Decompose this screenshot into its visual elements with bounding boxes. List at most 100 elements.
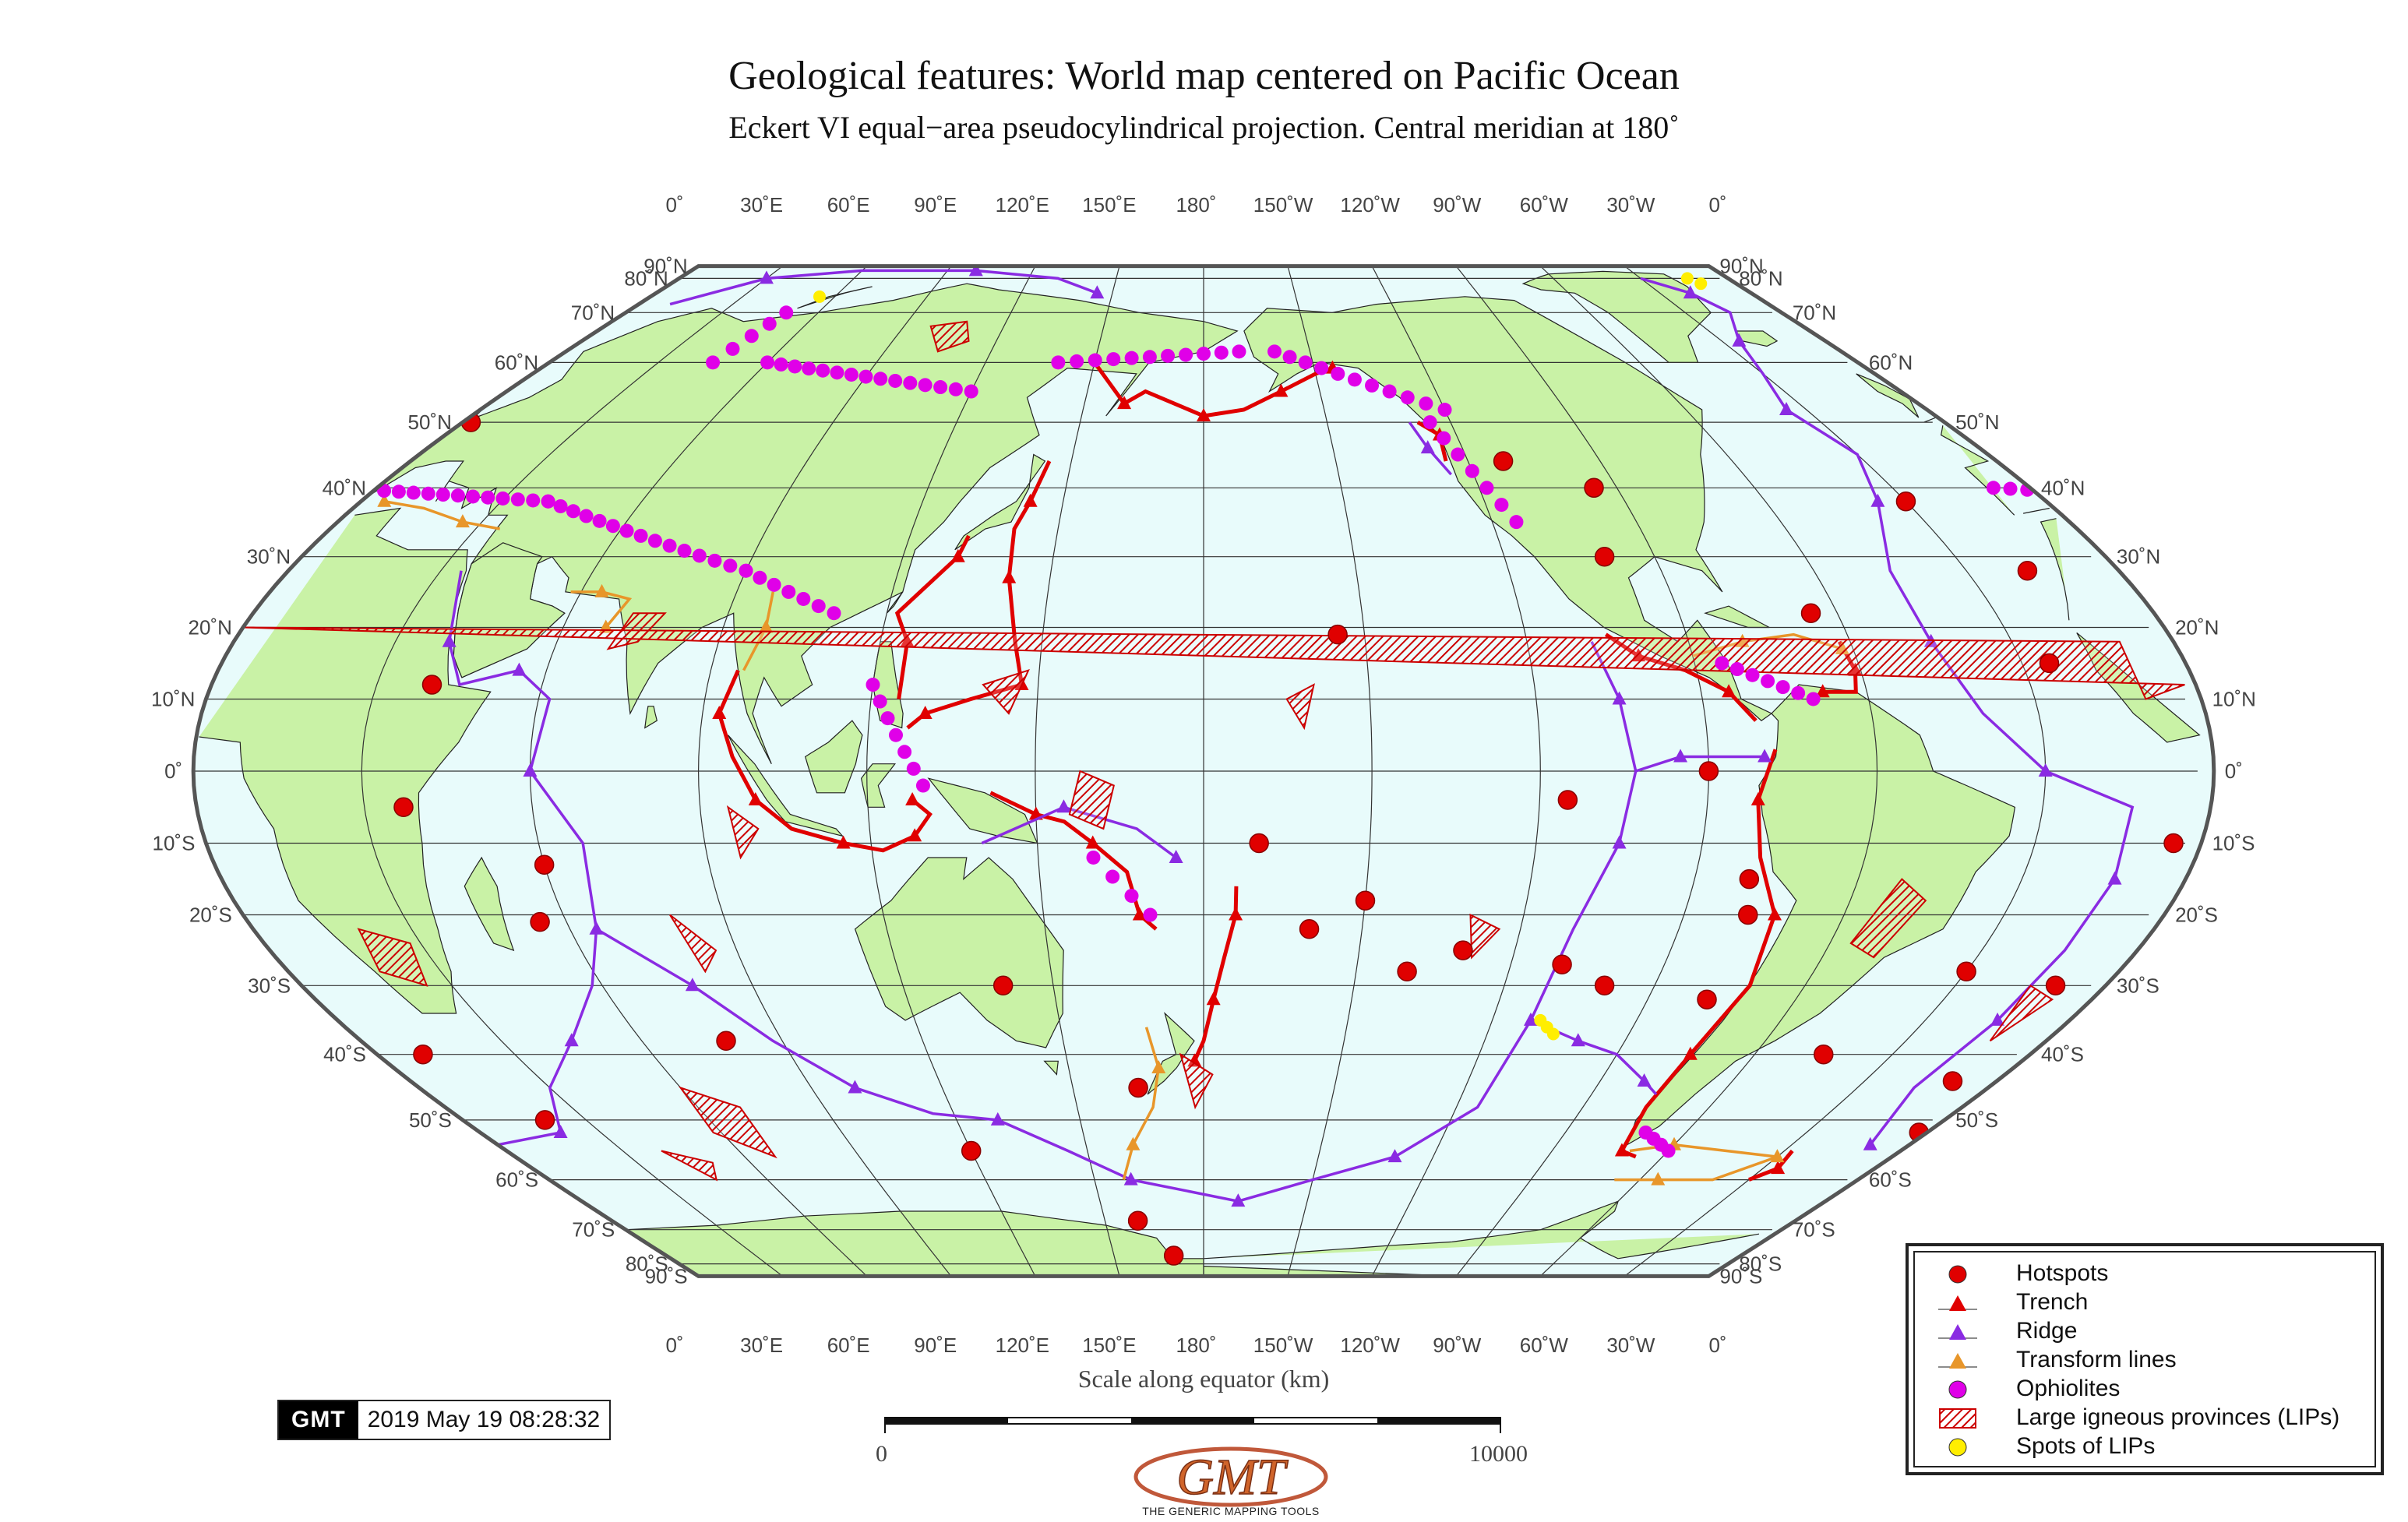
hotspot-dot	[2045, 975, 2066, 996]
hotspot-dot	[1552, 954, 1572, 974]
svg-text:GMT: GMT	[1176, 1449, 1289, 1506]
lon-label-top: 120˚E	[996, 193, 1049, 217]
legend-symbol-triangle	[1938, 1353, 1977, 1369]
trench-marker	[1197, 408, 1211, 422]
ophiolite-dot	[1051, 355, 1066, 370]
hotspot-dot	[1594, 975, 1615, 996]
landmass-borneo	[804, 720, 863, 794]
transform-marker	[594, 583, 609, 597]
legend-symbol-triangle	[1938, 1295, 1977, 1311]
ridge-marker	[990, 1112, 1005, 1126]
ridge-marker	[968, 266, 983, 277]
ridge-marker	[2107, 871, 2122, 885]
trench-marker	[1023, 493, 1038, 507]
transform-line	[570, 590, 633, 629]
ophiolite-dot	[1791, 685, 1806, 700]
ridge-marker	[1779, 402, 1794, 416]
hotspot-dot	[992, 975, 1014, 996]
ridge-marker	[1863, 1136, 1877, 1150]
ophiolite-dot	[592, 513, 607, 528]
hotspot-dot	[1299, 919, 1320, 939]
ophiolite-dot	[1314, 361, 1329, 375]
ridge-line	[669, 269, 1098, 306]
ophiolite-dot	[1105, 869, 1120, 884]
transform-marker	[1651, 1171, 1666, 1186]
trench-line	[1092, 361, 1334, 418]
ophiolite-dot	[1347, 372, 1362, 387]
ophiolite-dot	[1382, 384, 1397, 399]
legend-label: Transform lines	[2016, 1347, 2177, 1372]
ophiolite-dot	[1143, 907, 1158, 922]
ophiolite-dot	[677, 544, 692, 558]
lon-label-top: 60˚W	[1520, 193, 1569, 217]
lat-label-right: 70˚N	[1793, 301, 1836, 324]
legend-label: Hotspots	[2016, 1260, 2109, 1286]
ophiolite-dot	[566, 504, 580, 519]
lat-label-left: 70˚S	[572, 1218, 615, 1242]
lat-label-left: 70˚N	[571, 301, 615, 324]
ophiolite-dot	[796, 591, 811, 606]
lat-label-right: 70˚S	[1793, 1218, 1835, 1242]
landmass-taiwan	[886, 591, 904, 614]
lon-label-top: 30˚E	[740, 193, 783, 217]
legend-symbol-circle	[1948, 1380, 1967, 1399]
ridge-marker	[1673, 749, 1688, 763]
lip-area	[1285, 683, 1315, 731]
trench-marker	[836, 835, 851, 849]
lat-label-left: 50˚S	[409, 1108, 452, 1132]
ophiolite-dot	[435, 487, 450, 502]
lip-area	[678, 1086, 777, 1159]
ophiolite-dot	[1715, 656, 1729, 671]
ophiolite-dot	[1509, 515, 1524, 530]
legend-label: Ridge	[2016, 1318, 2078, 1344]
ophiolite-dot	[421, 486, 435, 501]
ophiolite-dot	[706, 355, 721, 370]
ridge-marker	[564, 1033, 579, 1047]
lat-label-right: 30˚N	[2117, 545, 2160, 569]
lon-label-bottom: 180˚	[1176, 1334, 1216, 1357]
lon-label-top: 120˚W	[1340, 193, 1400, 217]
transform-marker	[377, 493, 392, 507]
ophiolite-dot	[830, 365, 844, 380]
hotspot-dot	[421, 675, 442, 695]
hotspot-dot	[1697, 989, 1717, 1009]
ophiolite-dot	[1282, 350, 1297, 365]
lat-label-left: 60˚N	[495, 351, 538, 374]
trench-marker	[950, 548, 965, 562]
ophiolite-dot	[1086, 850, 1101, 865]
ophiolite-dot	[725, 341, 740, 356]
lon-label-bottom: 150˚E	[1082, 1334, 1136, 1357]
trench-marker	[918, 705, 933, 719]
ophiolite-dot	[948, 382, 963, 396]
trench-marker	[1002, 569, 1017, 583]
lat-label-right: 30˚S	[2117, 974, 2159, 997]
lat-label-left: 0˚	[164, 759, 182, 783]
ophiolite-dot	[827, 606, 841, 621]
ridge-marker	[1612, 691, 1627, 705]
ophiolite-dot	[1745, 668, 1760, 682]
hotspot-dot	[1557, 790, 1578, 810]
lat-label-right: 90˚S	[1719, 1264, 1762, 1288]
ophiolite-dot	[1179, 347, 1193, 362]
landmass-new-guinea	[927, 777, 1038, 844]
legend-label: Trench	[2016, 1289, 2089, 1315]
trench-marker	[1771, 1161, 1786, 1175]
hotspot-dot	[1814, 1044, 1834, 1065]
trench-marker	[1750, 792, 1765, 806]
ophiolite-dot	[739, 563, 753, 578]
ophiolite-dot	[880, 711, 895, 726]
hotspot-dot	[393, 797, 414, 818]
ridge-marker	[1870, 493, 1885, 507]
legend-item: Spots of LIPs	[1915, 1433, 2375, 1461]
transform-line	[1122, 1027, 1160, 1181]
ridge-marker	[1571, 1033, 1585, 1047]
ophiolite-dot	[526, 493, 541, 508]
lat-label-left: 60˚S	[495, 1168, 538, 1192]
ophiolite-dot	[964, 384, 978, 399]
lat-label-left: 20˚N	[189, 615, 232, 639]
trench-marker	[748, 792, 763, 806]
hotspot-dot	[1397, 961, 1417, 982]
landmass-sumatra-java	[727, 735, 844, 837]
lat-label-right: 50˚N	[1955, 410, 1999, 434]
ridge-marker	[2038, 763, 2053, 777]
